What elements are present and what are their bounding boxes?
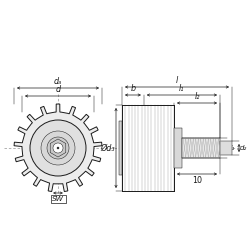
Polygon shape: [50, 139, 66, 157]
Text: l₁: l₁: [179, 84, 185, 93]
Bar: [119, 121, 122, 175]
Circle shape: [41, 131, 75, 165]
Text: l₂: l₂: [194, 92, 200, 101]
Circle shape: [30, 120, 86, 176]
Circle shape: [57, 147, 59, 149]
Bar: [122, 105, 174, 191]
Text: Ød₃: Ød₃: [100, 144, 115, 152]
Text: d₁: d₁: [228, 145, 235, 151]
Polygon shape: [14, 104, 102, 192]
Text: 10: 10: [192, 176, 202, 185]
Circle shape: [47, 137, 69, 159]
Text: b: b: [130, 84, 136, 93]
Bar: [220, 141, 232, 155]
Text: d: d: [56, 85, 60, 94]
Circle shape: [53, 143, 63, 153]
Bar: [174, 128, 182, 168]
Text: dₐ: dₐ: [54, 77, 62, 86]
Text: d₂: d₂: [240, 145, 247, 151]
Bar: [182, 138, 220, 158]
FancyBboxPatch shape: [50, 194, 66, 202]
Text: SW: SW: [52, 196, 64, 202]
Text: l: l: [176, 76, 178, 85]
